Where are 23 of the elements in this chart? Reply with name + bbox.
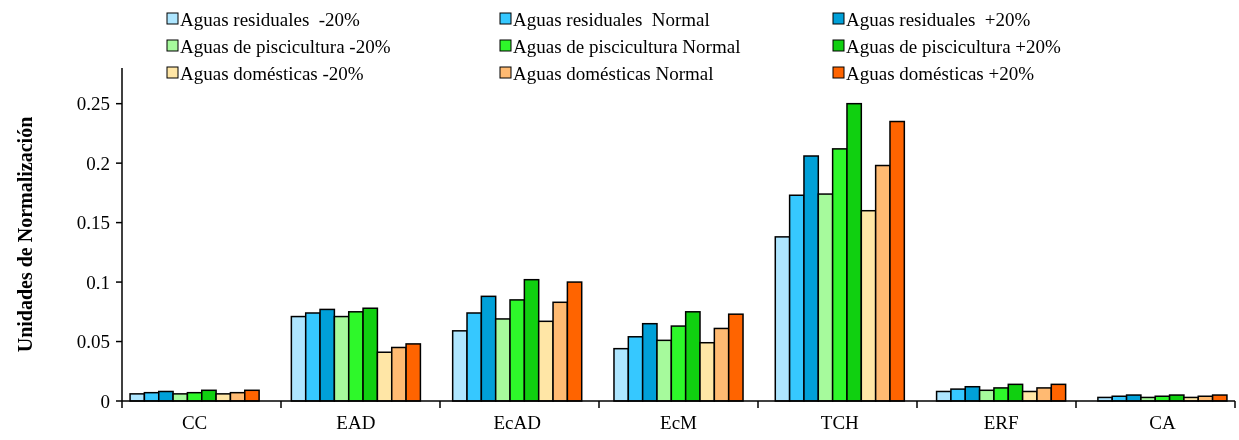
y-tick-label: 0.05 xyxy=(76,331,110,353)
x-tick-label: ERF xyxy=(983,412,1019,433)
legend-label: Aguas de piscicultura -20% xyxy=(180,35,391,57)
legend-label: Aguas de piscicultura Normal xyxy=(513,35,741,57)
legend-label: Aguas residuales +20% xyxy=(846,8,1031,30)
x-tick-label: CC xyxy=(181,412,208,433)
x-tick-label: EcM xyxy=(660,412,698,433)
x-tick-label: TCH xyxy=(820,412,860,433)
y-tick-label: 0.1 xyxy=(86,271,110,293)
legend-label: Aguas residuales -20% xyxy=(180,8,361,30)
y-axis-title: Unidades de Normalización xyxy=(14,116,36,353)
x-tick-label: EAD xyxy=(336,412,376,433)
x-tick-label: CA xyxy=(1149,412,1176,433)
y-tick-label: 0.2 xyxy=(86,152,110,174)
legend-label: Aguas de piscicultura +20% xyxy=(846,35,1062,57)
y-tick-label: 0.15 xyxy=(76,212,110,234)
y-tick-label: 0 xyxy=(100,390,110,412)
y-tick-label: 0.25 xyxy=(76,93,110,115)
legend-label: Aguas domésticas -20% xyxy=(180,62,364,84)
legend-label: Aguas domésticas +20% xyxy=(846,62,1035,84)
legend-label: Aguas residuales Normal xyxy=(513,8,710,30)
x-tick-label: EcAD xyxy=(493,412,541,433)
legend-label: Aguas domésticas Normal xyxy=(513,62,714,84)
